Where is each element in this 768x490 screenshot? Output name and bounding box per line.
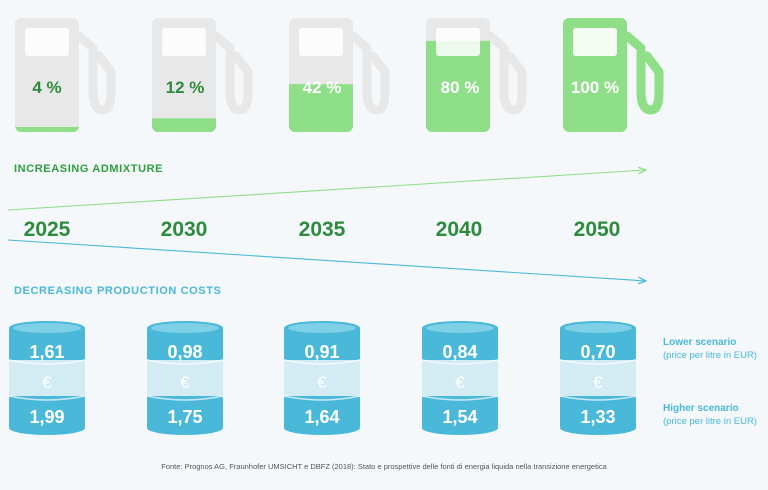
fill-level bbox=[152, 118, 216, 132]
barrel-shape bbox=[9, 360, 85, 396]
barrel: 0,70 € 1,33 bbox=[559, 320, 637, 436]
barrel-shape bbox=[147, 328, 223, 360]
barrel-shape bbox=[560, 421, 636, 435]
barrel-shape bbox=[559, 359, 637, 365]
barrel-shape bbox=[151, 323, 219, 333]
lower-value: 0,84 bbox=[442, 342, 478, 362]
barrel-shape bbox=[421, 395, 499, 401]
costs-arrow bbox=[7, 239, 646, 281]
lower-legend-title: Lower scenario bbox=[663, 337, 737, 348]
fill-level bbox=[15, 127, 79, 132]
barrel: 1,61 € 1,99 bbox=[8, 320, 86, 436]
barrel-shape bbox=[288, 323, 356, 333]
barrel-shape bbox=[426, 323, 494, 333]
lower-value: 0,70 bbox=[580, 342, 616, 362]
pct-label: 100 % bbox=[570, 78, 620, 97]
fill-level bbox=[289, 84, 353, 132]
barrel-shape bbox=[9, 396, 85, 428]
higher-value: 1,75 bbox=[167, 407, 203, 427]
barrel-shape bbox=[146, 359, 224, 365]
euro-symbol: € bbox=[180, 373, 190, 392]
pct-label: 12 % bbox=[165, 78, 205, 97]
barrel: 0,84 € 1,54 bbox=[421, 320, 499, 436]
barrel-shape bbox=[147, 396, 223, 428]
year-label: 2025 bbox=[23, 218, 71, 241]
higher-value: 1,99 bbox=[29, 407, 65, 427]
barrel-shape bbox=[283, 359, 361, 365]
barrel-shape bbox=[283, 395, 361, 401]
higher-value: 1,64 bbox=[304, 407, 340, 427]
lower-value: 1,61 bbox=[29, 342, 65, 362]
fuel-pump-icon bbox=[563, 18, 664, 132]
year-label: 2040 bbox=[435, 218, 483, 241]
euro-symbol: € bbox=[42, 373, 52, 392]
barrel-shape bbox=[560, 360, 636, 396]
barrel-shape bbox=[147, 421, 223, 435]
barrel-shape bbox=[559, 395, 637, 401]
barrel-shape bbox=[8, 359, 86, 365]
pct-label: 80 % bbox=[440, 78, 480, 97]
barrel-shape bbox=[8, 395, 86, 401]
barrel-shape bbox=[422, 328, 498, 360]
barrel-shape bbox=[422, 360, 498, 396]
admixture-arrow bbox=[7, 170, 646, 211]
lower-legend-sub: (price per litre in EUR) bbox=[663, 350, 757, 361]
euro-symbol: € bbox=[317, 373, 327, 392]
fuel-pump-icon bbox=[289, 18, 390, 132]
barrel-shape bbox=[284, 328, 360, 360]
year-label: 2035 bbox=[298, 218, 346, 241]
year-label: 2050 bbox=[573, 218, 621, 241]
pct-label: 4 % bbox=[32, 78, 62, 97]
trend-arrows bbox=[7, 160, 768, 290]
fuel-pump-icon bbox=[152, 18, 253, 132]
barrel-shape bbox=[146, 395, 224, 401]
year-label: 2030 bbox=[160, 218, 208, 241]
higher-legend-title: Higher scenario bbox=[663, 403, 739, 414]
euro-symbol: € bbox=[593, 373, 603, 392]
barrel-shape bbox=[284, 421, 360, 435]
barrel: 0,91 € 1,64 bbox=[283, 320, 361, 436]
barrel-shape bbox=[421, 359, 499, 365]
barrel-shape bbox=[422, 421, 498, 435]
pumps-group bbox=[15, 18, 664, 132]
barrel-shape bbox=[9, 328, 85, 360]
barrel-shape bbox=[9, 421, 85, 435]
barrel-shape bbox=[284, 360, 360, 396]
admixture-title: INCREASING ADMIXTURE bbox=[14, 163, 164, 175]
barrel: 0,98 € 1,75 bbox=[146, 320, 224, 436]
higher-value: 1,33 bbox=[580, 407, 616, 427]
barrel-shape bbox=[564, 323, 632, 333]
fuel-pump-icon bbox=[15, 18, 116, 132]
pct-label: 42 % bbox=[302, 78, 342, 97]
barrel-shape bbox=[147, 360, 223, 396]
fuel-pump-icon bbox=[426, 18, 527, 132]
lower-value: 0,91 bbox=[304, 342, 340, 362]
barrel-shape bbox=[422, 396, 498, 428]
barrel-shape bbox=[560, 328, 636, 360]
barrel-shape bbox=[284, 396, 360, 428]
higher-value: 1,54 bbox=[442, 407, 478, 427]
source-footer: Fonte: Prognos AG, Fraunhofer UMSICHT e … bbox=[161, 462, 607, 471]
costs-title: DECREASING PRODUCTION COSTS bbox=[14, 285, 222, 297]
lower-value: 0,98 bbox=[167, 342, 203, 362]
euro-symbol: € bbox=[455, 373, 465, 392]
higher-legend-sub: (price per litre in EUR) bbox=[663, 416, 757, 427]
barrel-shape bbox=[13, 323, 81, 333]
barrel-shape bbox=[560, 396, 636, 428]
